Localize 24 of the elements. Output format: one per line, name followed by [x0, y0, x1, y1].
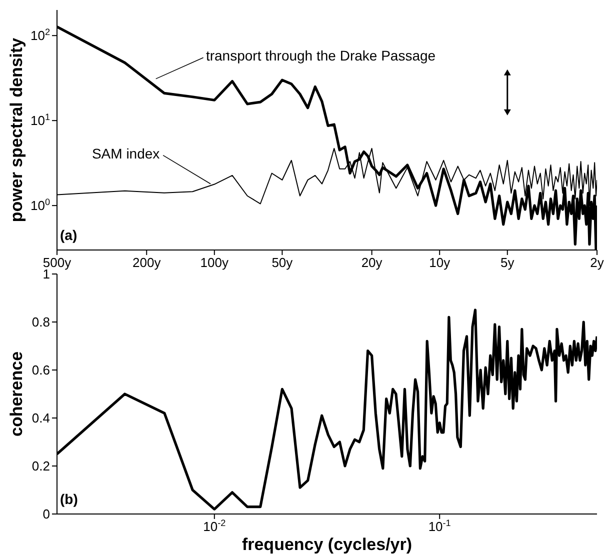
x-tick-label: 20y: [361, 254, 383, 270]
y-tick-label: 0.4: [32, 410, 50, 426]
y-tick-label: 0.6: [32, 362, 50, 378]
y-tick-label: 10$^{1}$: [30, 112, 50, 128]
annotation: (b): [60, 491, 78, 507]
y-tick-label: 0.2: [32, 458, 50, 474]
x-tick-label: 50y: [272, 254, 294, 270]
x-tick-label: 2y: [590, 254, 604, 270]
x-tick-label: 100y: [200, 254, 229, 270]
y-tick-label: 0: [42, 506, 50, 522]
y-axis-title: coherence: [6, 351, 26, 437]
y-axis-title: power spectral density: [6, 37, 26, 222]
x-tick-label: 10$^{-2}$: [203, 518, 226, 534]
x-tick-label: 10$^{-1}$: [428, 518, 451, 534]
text: transport through the Drake Passage: [206, 48, 436, 64]
y-tick-label: 10$^{0}$: [30, 197, 50, 214]
x-tick-label: 200y: [132, 254, 162, 270]
text: SAM index: [92, 145, 160, 162]
x-axis-title: frequency (cycles/yr): [242, 535, 412, 554]
y-tick-label: 10$^{2}$: [30, 27, 50, 44]
y-tick-label: 0.8: [32, 314, 50, 330]
annotation: (a): [60, 227, 78, 243]
x-tick-label: 5y: [500, 254, 515, 270]
x-tick-label: 10y: [429, 254, 451, 270]
